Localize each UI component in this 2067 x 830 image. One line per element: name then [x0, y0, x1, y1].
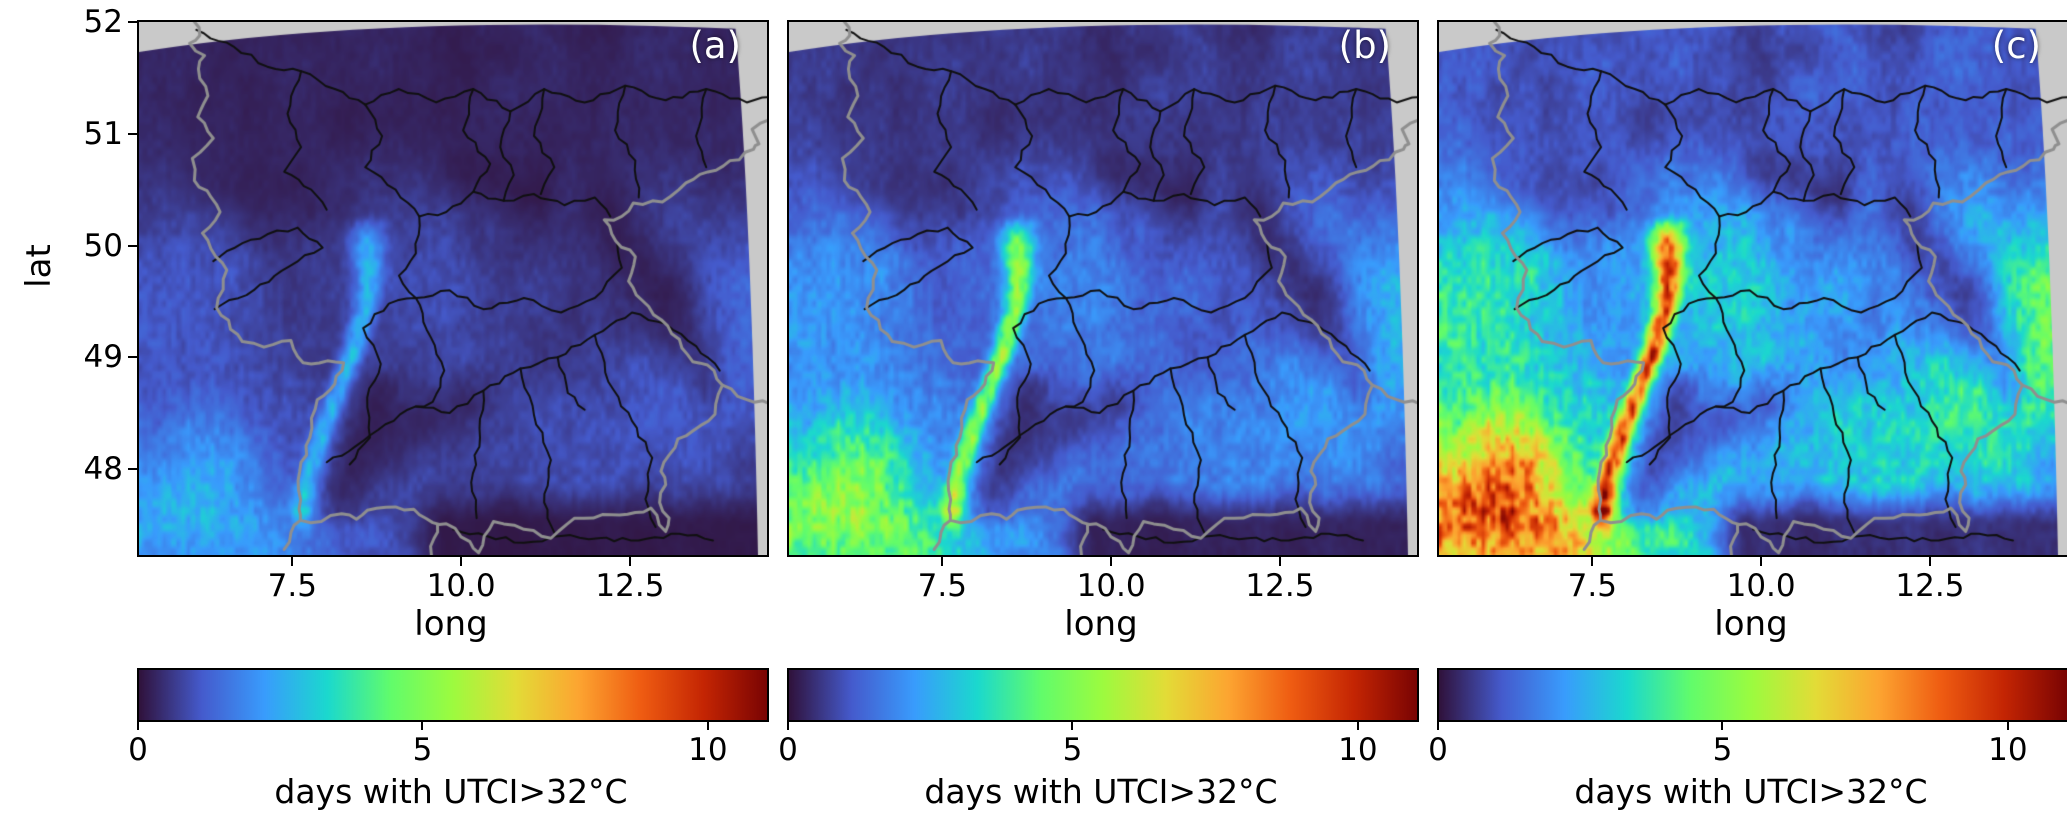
- x-tick-label: 10.0: [426, 568, 496, 604]
- y-tick-label: 50: [83, 227, 123, 264]
- y-tick-label: 52: [83, 4, 123, 41]
- tick-mark: [1356, 722, 1359, 730]
- panel-b: (b) long days with UTCI>32°C 7.5 10.0 12.5…: [778, 0, 1419, 830]
- panel-label-b: (b): [1338, 24, 1391, 67]
- tick-mark: [128, 244, 137, 247]
- tick-mark: [787, 722, 789, 730]
- x-tick-label: 7.5: [267, 568, 317, 604]
- x-tick-label: 12.5: [1245, 568, 1315, 604]
- x-tick-label: 12.5: [1895, 568, 1965, 604]
- tick-mark: [291, 557, 294, 566]
- x-axis-label-b: long: [1064, 604, 1138, 644]
- panel-label-a: (a): [689, 24, 741, 67]
- tick-mark: [1928, 557, 1931, 566]
- x-tick-label: 10.0: [1726, 568, 1796, 604]
- colorbar-canvas-c: [1437, 668, 2067, 722]
- colorbar-tick-label: 5: [1062, 732, 1083, 768]
- tick-mark: [628, 557, 631, 566]
- x-axis-label-a: long: [414, 604, 488, 644]
- tick-mark: [941, 557, 944, 566]
- x-tick-label: 10.0: [1076, 568, 1146, 604]
- tick-mark: [1721, 722, 1724, 730]
- heatmap-canvas-c: [1437, 20, 2067, 557]
- x-tick-label: 7.5: [1567, 568, 1617, 604]
- tick-mark: [460, 557, 463, 566]
- y-tick-label: 51: [83, 115, 123, 152]
- colorbar-tick-label: 10: [688, 732, 728, 768]
- x-tick-label: 7.5: [917, 568, 967, 604]
- x-tick-label: 12.5: [595, 568, 665, 604]
- tick-mark: [1071, 722, 1074, 730]
- colorbar-tick-label: 5: [1712, 732, 1733, 768]
- tick-mark: [706, 722, 709, 730]
- colorbar-label-a: days with UTCI>32°C: [274, 772, 628, 811]
- colorbar-tick-label: 5: [412, 732, 433, 768]
- tick-mark: [128, 21, 137, 24]
- y-tick-label: 48: [83, 451, 123, 488]
- colorbar-canvas-a: [137, 668, 769, 722]
- y-axis-label: lat: [19, 244, 59, 288]
- panel-a: (a) lat long days with UTCI>32°C 7.5 10.0…: [19, 0, 769, 830]
- heatmap-canvas-a: [137, 20, 769, 557]
- x-axis-label-c: long: [1714, 604, 1788, 644]
- colorbar-tick-label: 0: [128, 732, 148, 768]
- tick-mark: [128, 132, 137, 135]
- tick-mark: [137, 722, 139, 730]
- tick-mark: [1278, 557, 1281, 566]
- colorbar-tick-label: 0: [778, 732, 798, 768]
- colorbar-tick-label: 10: [1988, 732, 2028, 768]
- heatmap-canvas-b: [787, 20, 1419, 557]
- colorbar-label-b: days with UTCI>32°C: [924, 772, 1278, 811]
- tick-mark: [1760, 557, 1763, 566]
- panel-label-c: (c): [1991, 24, 2041, 67]
- tick-mark: [421, 722, 424, 730]
- tick-mark: [1437, 722, 1439, 730]
- colorbar-tick-label: 10: [1338, 732, 1378, 768]
- colorbar-canvas-b: [787, 668, 1419, 722]
- tick-mark: [128, 356, 137, 359]
- colorbar-tick-label: 0: [1428, 732, 1448, 768]
- tick-mark: [1591, 557, 1594, 566]
- tick-mark: [128, 468, 137, 471]
- panel-c: (c) long days with UTCI>32°C 7.5 10.0 12.5…: [1428, 0, 2067, 830]
- tick-mark: [2006, 722, 2009, 730]
- y-tick-label: 49: [83, 339, 123, 376]
- colorbar-label-c: days with UTCI>32°C: [1574, 772, 1928, 811]
- tick-mark: [1110, 557, 1113, 566]
